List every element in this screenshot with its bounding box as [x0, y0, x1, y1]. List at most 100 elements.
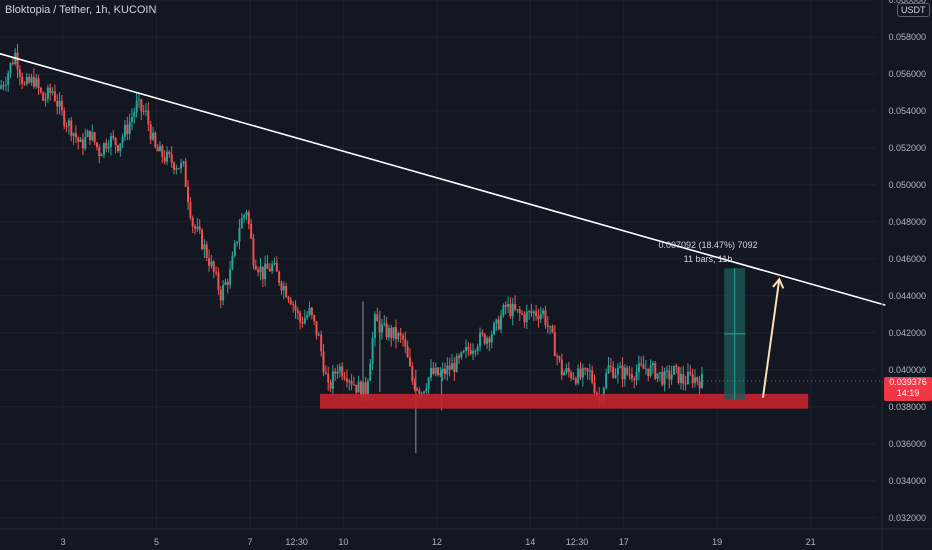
candle-body [341, 366, 344, 377]
candle-body [364, 382, 367, 397]
candle-body [7, 73, 10, 85]
candle-body [472, 350, 475, 354]
candle-body [380, 324, 383, 333]
candle-body [133, 112, 136, 118]
candle-body [264, 263, 267, 280]
candle-body [72, 133, 75, 136]
y-tick-label: 0.060000 [888, 0, 926, 5]
candle-body [16, 52, 19, 70]
candle-body [488, 338, 491, 343]
candle-body [168, 151, 171, 155]
candle-body [677, 366, 680, 383]
candle-body [656, 373, 659, 379]
chart-grid [0, 0, 876, 527]
candle-body [147, 110, 150, 125]
x-tick-label: 7 [247, 537, 252, 547]
candle-body [25, 76, 28, 85]
candle-body [208, 257, 211, 266]
candle-body [105, 143, 108, 149]
candle-body [266, 263, 269, 269]
candle-body [217, 272, 220, 290]
candle-body [663, 371, 666, 385]
candle-body [679, 374, 682, 383]
candle-body [621, 365, 624, 380]
candle-body [42, 92, 45, 101]
candle-body [338, 366, 341, 372]
candle-body [88, 130, 91, 141]
candle-body [308, 307, 311, 315]
candle-body [551, 326, 554, 333]
candle-body [647, 368, 650, 376]
candle-body [355, 384, 358, 393]
candle-body [640, 363, 643, 365]
candle-body [252, 238, 255, 266]
candle-body [156, 146, 159, 152]
candle-body [691, 374, 694, 384]
measure-label: 0.007092 (18.47%) 7092 11 bars, 11h [620, 238, 796, 266]
candle-body [182, 161, 185, 163]
candle-body [493, 323, 496, 335]
candle-body [93, 132, 96, 143]
candle-body [315, 321, 318, 336]
candle-body [268, 268, 271, 272]
candle-body [301, 322, 304, 324]
candle-body [605, 373, 608, 388]
candle-body [467, 346, 470, 350]
candle-body [58, 100, 61, 107]
candle-body [135, 100, 138, 113]
x-tick-label: 3 [61, 537, 66, 547]
candle-body [406, 346, 409, 358]
candle-body [329, 382, 332, 389]
candle-body [11, 63, 14, 65]
candle-body [357, 381, 360, 393]
candle-body [369, 363, 372, 381]
candle-body [670, 374, 673, 380]
candle-body [642, 364, 645, 369]
candle-body [296, 310, 299, 313]
candle-body [112, 136, 115, 138]
candle-body [91, 132, 94, 141]
candle-body [278, 271, 281, 283]
currency-label[interactable]: USDT [897, 3, 930, 17]
candle-body [128, 122, 131, 134]
support-zone-rectangle [320, 393, 809, 409]
symbol-title[interactable]: Bloktopia / Tether, 1h, KUCOIN [5, 4, 157, 16]
candle-body [198, 226, 201, 231]
candle-body [74, 133, 77, 138]
y-tick-label: 0.048000 [888, 217, 926, 227]
candle-body [675, 365, 678, 367]
candle-body [254, 265, 257, 270]
candle-body [698, 381, 701, 389]
candle-body [100, 154, 103, 157]
candle-body [404, 339, 407, 347]
candle-body [194, 226, 197, 229]
candle-body [574, 378, 577, 384]
candle-body [116, 145, 119, 152]
candle-body [95, 142, 98, 148]
candle-body [579, 368, 582, 378]
candle-body [686, 372, 689, 384]
candle-body [163, 157, 166, 162]
candle-body [240, 218, 243, 229]
candle-body [9, 63, 12, 74]
candle-body [60, 100, 63, 111]
candle-body [504, 305, 507, 307]
candle-body [525, 311, 528, 323]
candle-body [537, 315, 540, 320]
candle-body [453, 363, 456, 372]
x-tick-label: 19 [712, 537, 722, 547]
candle-body [560, 359, 563, 376]
candle-body [196, 226, 199, 229]
candle-body [285, 286, 288, 298]
candle-body [259, 266, 262, 273]
candle-body [696, 377, 699, 382]
candle-body [563, 372, 566, 376]
candle-body [109, 136, 112, 147]
candle-body [79, 139, 82, 142]
candle-body [70, 120, 73, 136]
candle-body [173, 162, 176, 170]
candle-body [535, 311, 538, 316]
candle-body [567, 368, 570, 373]
candle-body [46, 87, 49, 100]
